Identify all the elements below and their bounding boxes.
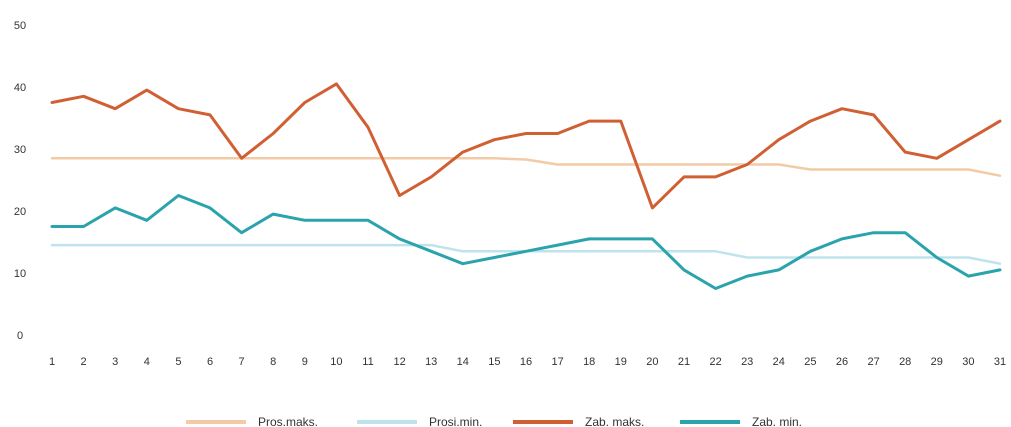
x-tick-label: 4	[144, 356, 150, 368]
x-tick-label: 13	[425, 356, 437, 368]
x-tick-label: 18	[583, 356, 595, 368]
series-line-1	[50, 157, 1002, 177]
x-tick-label: 26	[836, 356, 848, 368]
x-tick-label: 6	[207, 356, 213, 368]
x-tick-label: 17	[551, 356, 563, 368]
y-tick-label: 40	[14, 82, 26, 94]
x-tick-label: 16	[520, 356, 532, 368]
x-tick-label: 1	[49, 356, 55, 368]
y-tick-label: 30	[14, 144, 26, 156]
series-line-4	[50, 194, 1002, 290]
x-tick-label: 11	[362, 356, 373, 368]
x-tick-label: 8	[270, 356, 276, 368]
x-tick-label: 15	[488, 356, 500, 368]
x-tick-label: 30	[962, 356, 974, 368]
x-tick-label: 22	[709, 356, 721, 368]
y-tick-label: 0	[17, 330, 23, 342]
series-lines	[50, 82, 1002, 290]
x-tick-label: 3	[112, 356, 118, 368]
x-tick-label: 29	[931, 356, 943, 368]
x-tick-label: 23	[741, 356, 753, 368]
legend-label: Zab. maks.	[585, 415, 644, 427]
legend: Pros.maks. Prosi.min. Zab. maks. Zab. min.	[186, 415, 802, 427]
x-tick-label: 20	[646, 356, 658, 368]
x-tick-label: 21	[678, 356, 690, 368]
legend-label: Pros.maks.	[258, 415, 318, 427]
x-tick-label: 2	[81, 356, 87, 368]
y-axis-ticks: 0 10 20 30 40 50	[14, 20, 26, 342]
legend-label: Prosi.min.	[429, 415, 482, 427]
x-tick-label: 19	[615, 356, 627, 368]
x-tick-label: 24	[773, 356, 785, 368]
x-tick-label: 14	[457, 356, 469, 368]
x-tick-label: 31	[994, 356, 1006, 368]
x-tick-label: 27	[867, 356, 879, 368]
x-tick-label: 25	[804, 356, 816, 368]
y-tick-label: 20	[14, 206, 26, 218]
x-tick-label: 12	[393, 356, 405, 368]
series-line-2	[50, 243, 1002, 265]
x-axis-ticks: 1 2 3 4 5 6 7 8 9 10 11 12 13 14 15 16 17 18 19 20 21 22 23 24 2…	[49, 356, 1006, 368]
x-tick-label: 10	[330, 356, 342, 368]
x-tick-label: 9	[302, 356, 308, 368]
y-tick-label: 50	[14, 20, 26, 32]
y-tick-label: 10	[14, 268, 26, 280]
x-tick-label: 5	[175, 356, 181, 368]
series-line-3	[50, 82, 1002, 210]
legend-label: Zab. min.	[752, 415, 802, 427]
x-tick-label: 28	[899, 356, 911, 368]
x-tick-label: 7	[239, 356, 245, 368]
